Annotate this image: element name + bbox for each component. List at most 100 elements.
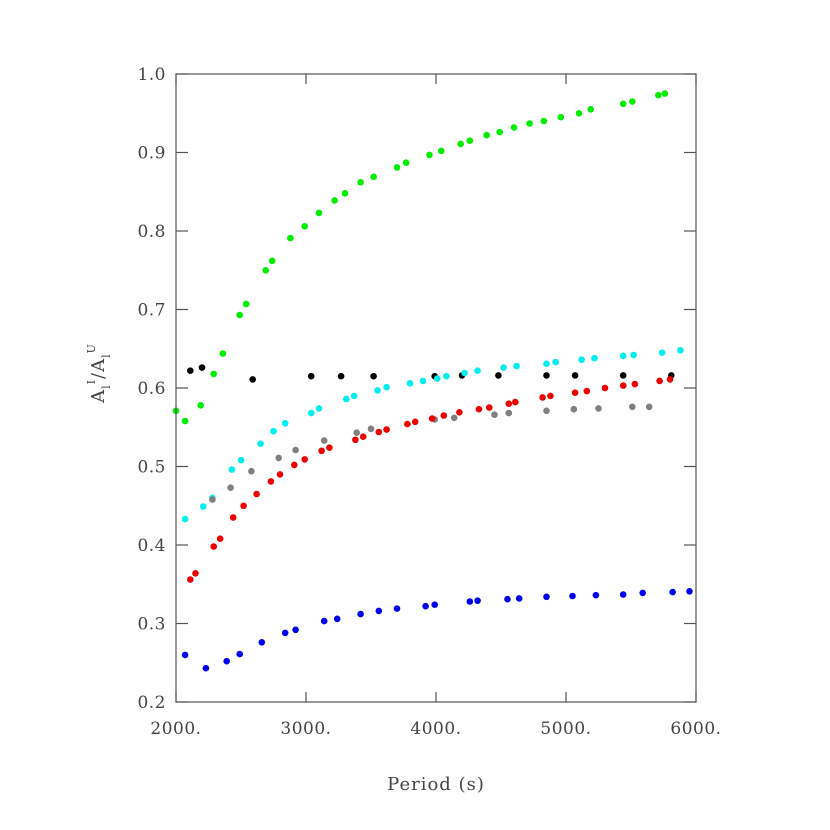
- data-point: [426, 151, 433, 159]
- data-point: [669, 588, 676, 596]
- data-point: [181, 417, 189, 425]
- data-point: [219, 350, 227, 357]
- data-point: [237, 456, 245, 464]
- y-axis-title-sup: I: [85, 379, 98, 384]
- data-point: [197, 402, 204, 409]
- data-point: [422, 602, 429, 610]
- data-point: [383, 383, 390, 391]
- data-point: [181, 515, 189, 523]
- data-point: [443, 372, 450, 380]
- data-point: [571, 372, 579, 379]
- data-point: [257, 440, 264, 448]
- data-point: [240, 502, 247, 510]
- data-point: [301, 223, 309, 230]
- data-point: [318, 447, 325, 455]
- data-point: [210, 370, 217, 378]
- data-point: [198, 364, 206, 371]
- data-point: [268, 257, 276, 265]
- y-axis-title-base-2: A: [88, 358, 109, 373]
- data-point: [359, 433, 367, 441]
- data-point: [619, 352, 627, 360]
- data-point: [575, 110, 583, 117]
- data-point: [209, 496, 216, 503]
- data-point: [540, 117, 548, 125]
- data-point: [292, 626, 299, 634]
- y-axis-title: AlI/AlU: [85, 343, 113, 404]
- data-point: [505, 400, 513, 408]
- data-point: [583, 387, 591, 395]
- data-point: [281, 629, 289, 637]
- data-point: [202, 664, 210, 672]
- y-tick-label: 0.6: [137, 379, 166, 399]
- data-point: [543, 593, 550, 601]
- data-point: [630, 351, 637, 359]
- data-point: [375, 607, 383, 615]
- series-6: [181, 588, 693, 672]
- data-point: [406, 380, 414, 387]
- y-axis-title-slash: /: [88, 372, 109, 379]
- data-point: [262, 267, 270, 274]
- data-point: [658, 349, 666, 357]
- data-point: [411, 418, 419, 426]
- series-1: [172, 90, 669, 425]
- data-point: [655, 91, 662, 99]
- data-point: [591, 354, 598, 362]
- data-point: [619, 100, 627, 108]
- y-axis-title-sub: l: [100, 384, 113, 389]
- x-tick-label: 3000.: [280, 719, 331, 739]
- data-point: [456, 409, 463, 416]
- data-point: [331, 197, 338, 204]
- data-point: [539, 394, 546, 401]
- data-point: [474, 367, 481, 375]
- data-points: [172, 90, 693, 672]
- data-point: [181, 651, 189, 659]
- data-point: [629, 98, 636, 105]
- data-point: [276, 471, 284, 478]
- data-point: [320, 617, 328, 625]
- data-point: [428, 415, 436, 422]
- data-point: [666, 376, 674, 383]
- data-point: [228, 466, 236, 473]
- data-point: [466, 598, 474, 605]
- data-point: [210, 543, 217, 550]
- data-point: [326, 444, 333, 452]
- data-point: [350, 392, 358, 400]
- data-point: [258, 639, 266, 646]
- data-point: [504, 595, 511, 603]
- data-point: [187, 576, 194, 583]
- data-point: [677, 347, 684, 354]
- data-point: [315, 405, 323, 412]
- data-point: [223, 657, 230, 665]
- data-point: [543, 372, 550, 379]
- data-point: [629, 403, 636, 411]
- y-axis-title-base: A: [88, 389, 109, 404]
- y-tick-label: 0.5: [137, 458, 166, 478]
- data-point: [236, 311, 243, 319]
- data-point: [404, 420, 411, 428]
- data-point: [292, 446, 299, 454]
- data-point: [515, 595, 523, 602]
- data-point: [357, 179, 364, 186]
- data-point: [631, 380, 639, 388]
- y-axis-title-sup-2: U: [85, 343, 98, 353]
- data-point: [587, 106, 594, 113]
- data-point: [249, 376, 256, 383]
- data-point: [229, 514, 237, 521]
- x-axis-title: Period (s): [387, 774, 485, 795]
- data-point: [466, 137, 474, 144]
- y-tick-label: 0.2: [137, 693, 166, 713]
- data-point: [475, 405, 483, 413]
- data-point: [457, 140, 465, 148]
- y-tick-label: 0.7: [137, 301, 166, 321]
- data-point: [341, 190, 349, 197]
- x-tick-label: 6000.: [670, 719, 721, 739]
- data-point: [491, 411, 498, 419]
- x-tick-label: 5000.: [540, 719, 591, 739]
- data-point: [393, 605, 401, 612]
- data-point: [526, 120, 533, 127]
- data-point: [248, 467, 255, 475]
- data-point: [192, 570, 199, 577]
- x-tick-label: 2000.: [150, 719, 201, 739]
- data-point: [592, 591, 600, 599]
- data-point: [320, 437, 328, 444]
